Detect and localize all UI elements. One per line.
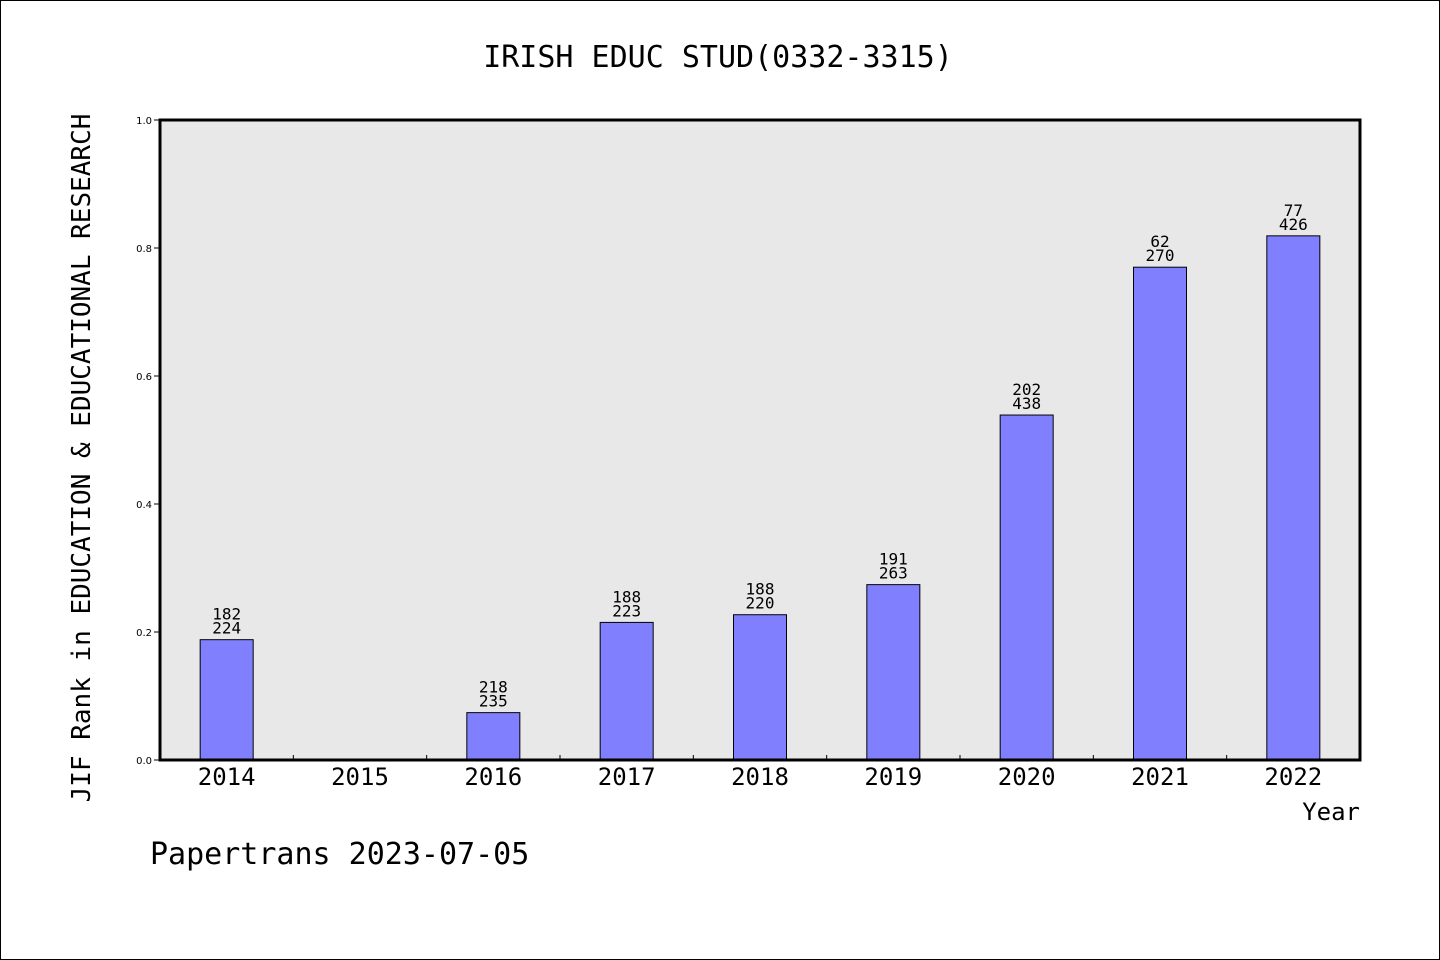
bar-rank-label: 188 (612, 587, 641, 606)
x-tick-label: 2018 (731, 763, 789, 791)
bar (1266, 235, 1321, 761)
bar (866, 584, 921, 761)
y-tick-label: 0.8 (136, 244, 152, 255)
bar-total-label: 235 (479, 692, 508, 711)
bar-rank-label: 188 (746, 580, 775, 599)
bar-rank-label: 202 (1012, 380, 1041, 399)
bar (466, 712, 521, 761)
x-tick-label: 2016 (464, 763, 522, 791)
bar-rank-label: 77 (1284, 201, 1303, 220)
bar-rank-label: 191 (879, 550, 908, 569)
bar (1133, 266, 1187, 761)
bar-total-label: 220 (746, 594, 775, 613)
y-tick-label: 1.0 (136, 116, 152, 127)
axis-ticks: 0.0 0.2 0.4 0.6 0.8 1.0 2014 2015 2016 2017 2018 20… (136, 116, 1322, 791)
x-tick-label: 2022 (1264, 763, 1322, 791)
y-tick-label: 0.6 (136, 372, 152, 383)
bars: 1822242182351882231882201912632024386227… (199, 201, 1321, 761)
footer-text: Papertrans 2023-07-05 (150, 837, 529, 872)
bar-total-label: 438 (1012, 394, 1041, 413)
x-tick-label: 2014 (198, 763, 256, 791)
bar-rank-label: 218 (479, 678, 508, 697)
x-tick-label: 2021 (1131, 763, 1189, 791)
chart-title: IRISH EDUC STUD(0332-3315) (483, 40, 953, 75)
bar (199, 639, 254, 761)
x-tick-label: 2017 (598, 763, 656, 791)
bar-rank-label: 182 (212, 605, 241, 624)
bar-total-label: 263 (879, 564, 908, 583)
bar (999, 414, 1054, 761)
y-tick-label: 0.4 (136, 500, 152, 511)
y-axis-label: JIF Rank in EDUCATION & EDUCATIONAL RESE… (67, 114, 97, 803)
plot-border (158, 118, 1362, 762)
bar-total-label: 270 (1146, 246, 1175, 265)
x-tick-label: 2019 (864, 763, 922, 791)
bar-rank-label: 62 (1150, 232, 1169, 251)
bar (599, 621, 654, 761)
y-tick-label: 0.2 (136, 628, 152, 639)
bar-total-label: 224 (212, 619, 241, 638)
y-tick-label: 0.0 (136, 756, 152, 767)
bar-total-label: 426 (1279, 215, 1308, 234)
x-tick-label: 2020 (998, 763, 1056, 791)
bar (733, 614, 787, 761)
x-tick-label: 2015 (331, 763, 389, 791)
x-axis-label: Year (1302, 798, 1360, 826)
bar-total-label: 223 (612, 601, 641, 620)
